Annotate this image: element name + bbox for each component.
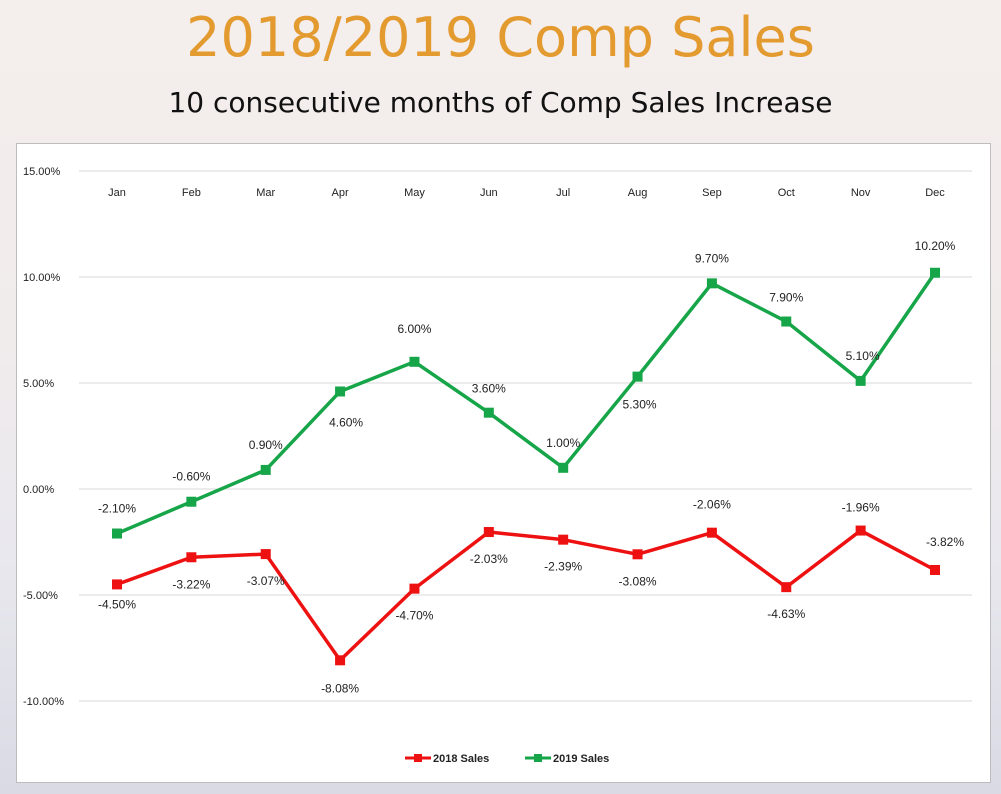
y-tick-label: 0.00% <box>23 484 54 496</box>
data-label: 5.30% <box>623 398 657 412</box>
data-label: -4.70% <box>395 609 433 623</box>
data-point-marker <box>558 534 569 545</box>
data-label: -2.06% <box>693 498 731 512</box>
data-label: -8.08% <box>321 681 359 695</box>
data-point-marker <box>781 582 792 593</box>
data-point-marker <box>483 527 494 538</box>
data-point-marker <box>855 375 866 386</box>
series-line-1 <box>116 528 936 663</box>
x-tick-label: Jun <box>480 187 498 199</box>
data-point-marker <box>112 579 122 590</box>
data-point-marker <box>186 552 197 563</box>
y-tick-label: 10.00% <box>23 272 61 284</box>
data-label: 9.70% <box>695 251 729 265</box>
data-point-marker <box>706 527 717 538</box>
data-label: 7.90% <box>769 291 803 305</box>
data-point-marker <box>930 267 940 278</box>
data-label: 10.20% <box>915 239 956 253</box>
data-label: -4.63% <box>767 607 805 621</box>
data-label: 6.00% <box>397 322 431 336</box>
y-tick-label: -5.00% <box>23 590 58 602</box>
data-point-marker <box>855 525 866 536</box>
legend-marker <box>534 754 542 762</box>
data-label: 4.60% <box>329 415 363 429</box>
x-tick-label: May <box>404 187 425 199</box>
data-point-marker <box>335 386 346 397</box>
line-chart: 15.00% 10.00% 5.00% 0.00% -5.00% -10.00% Jan Fe… <box>23 166 972 765</box>
x-tick-label: Nov <box>851 187 871 199</box>
x-tick-label: Oct <box>778 187 795 199</box>
data-point-marker <box>930 564 940 575</box>
y-tick-label: 5.00% <box>23 378 54 390</box>
x-tick-label: Sep <box>702 187 722 199</box>
slide-subtitle: 10 consecutive months of Comp Sales Incr… <box>168 86 833 119</box>
slide-title: 2018/2019 Comp Sales <box>186 6 815 69</box>
x-tick-label: Jan <box>108 187 126 199</box>
data-label: -3.22% <box>172 577 210 591</box>
data-label: -2.03% <box>470 552 508 566</box>
x-tick-label: Apr <box>332 187 349 199</box>
legend-marker <box>414 754 422 762</box>
y-tick-label: -10.00% <box>23 696 64 708</box>
chart-area: 15.00% 10.00% 5.00% 0.00% -5.00% -10.00% Jan Fe… <box>16 143 991 783</box>
data-point-marker <box>409 583 420 594</box>
legend-label: 2018 Sales <box>433 753 489 765</box>
data-label: -2.10% <box>98 502 136 516</box>
data-label: -2.39% <box>544 560 582 574</box>
data-label: 1.00% <box>546 436 580 450</box>
legend-label: 2019 Sales <box>553 753 609 765</box>
data-label: 5.10% <box>846 349 880 363</box>
data-point-marker <box>483 407 494 418</box>
data-point-marker <box>260 549 271 560</box>
x-tick-label: Jul <box>556 187 570 199</box>
data-label: -3.82% <box>926 535 964 549</box>
y-tick-label: 15.00% <box>23 166 61 178</box>
data-point-marker <box>409 356 420 367</box>
data-label: 0.90% <box>249 438 283 452</box>
x-tick-label: Feb <box>182 187 201 199</box>
data-label: -0.60% <box>172 470 210 484</box>
data-point-marker <box>260 464 271 475</box>
data-point-marker <box>632 549 643 560</box>
data-point-marker <box>781 316 792 327</box>
x-tick-label: Aug <box>628 187 648 199</box>
x-tick-label: Mar <box>256 187 275 199</box>
series-line-2 <box>116 271 937 536</box>
data-point-marker <box>632 371 643 382</box>
data-point-marker <box>335 655 346 666</box>
data-label: -3.07% <box>247 574 285 588</box>
data-label: 3.60% <box>472 382 506 396</box>
data-point-marker <box>186 496 197 507</box>
data-point-marker <box>558 462 569 473</box>
data-label: -3.08% <box>619 574 657 588</box>
data-label: -1.96% <box>842 501 880 515</box>
x-tick-label: Dec <box>925 187 945 199</box>
data-label: -4.50% <box>98 597 136 611</box>
data-point-marker <box>112 528 122 539</box>
data-point-marker <box>706 278 717 289</box>
